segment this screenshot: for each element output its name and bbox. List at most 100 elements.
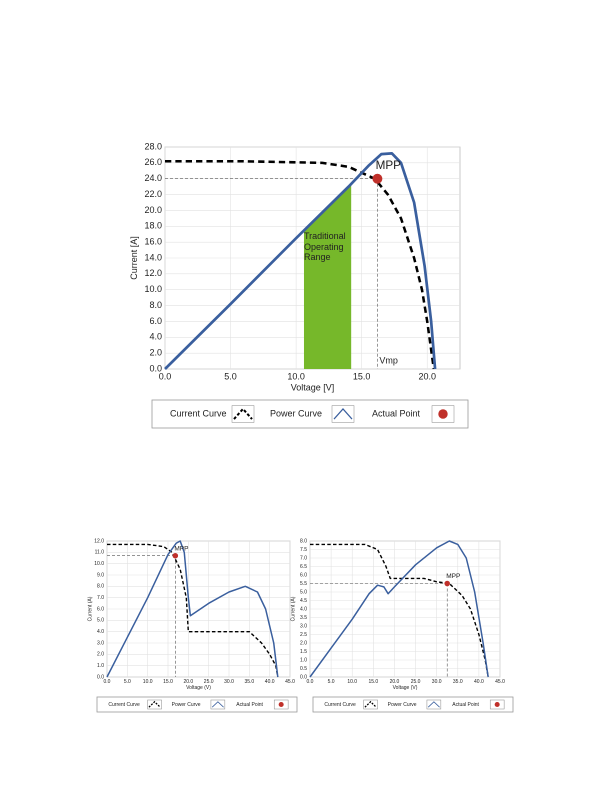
y-tick-label: 0.0 — [97, 674, 104, 680]
y-tick-label: 9.0 — [97, 572, 104, 578]
mpp-label: MPP — [174, 545, 188, 552]
legend-icon-box — [231, 405, 255, 423]
current-curve — [310, 543, 489, 678]
legend-marker — [278, 701, 284, 708]
legend-icon-box — [147, 699, 162, 710]
x-tick-label: 35.0 — [453, 679, 463, 685]
y-tick-label: 18.0 — [144, 221, 162, 231]
legend-label: Power Curve — [270, 408, 322, 418]
range-label-box: Traditional Operating Range — [304, 231, 346, 262]
y-tick-label: 6.0 — [300, 572, 307, 578]
y-tick-label: 24.0 — [144, 173, 162, 183]
legend-icon-box — [363, 699, 378, 710]
y-tick-label: 1.5 — [300, 649, 307, 655]
y-tick-label: 5.0 — [300, 589, 307, 595]
actual-point — [372, 173, 383, 184]
y-tick-label: 8.0 — [97, 584, 104, 590]
power-curve — [106, 540, 279, 678]
y-tick-label: 26.0 — [144, 157, 162, 167]
legend-label: Power Curve — [172, 702, 201, 708]
x-tick-label: 15.0 — [368, 679, 378, 685]
y-tick-label: 4.0 — [300, 606, 307, 612]
power-curve — [309, 540, 489, 678]
x-tick-label: 10.0 — [143, 679, 153, 685]
legend-label: Actual Point — [452, 702, 479, 708]
mpp-label: MPP — [446, 573, 460, 580]
power-curve — [164, 151, 437, 370]
y-tick-label: 12.0 — [144, 268, 162, 278]
y-tick-label: 12.0 — [94, 538, 104, 544]
y-tick-label: 1.0 — [300, 657, 307, 663]
legend-label: Current Curve — [170, 408, 227, 418]
y-axis-label: Current (A) — [87, 596, 93, 621]
x-tick-label: 45.0 — [285, 679, 295, 685]
legend-label: Actual Point — [236, 702, 263, 708]
legend-line — [148, 700, 161, 708]
legend-label: Actual Point — [372, 408, 421, 418]
legend-icon-box — [426, 699, 442, 710]
y-tick-label: 10.0 — [94, 561, 104, 567]
y-tick-label: 8.0 — [300, 538, 307, 544]
y-tick-label: 4.5 — [300, 598, 307, 604]
y-tick-label: 2.5 — [300, 632, 307, 638]
mpp-label: MPP — [376, 159, 402, 172]
y-axis-label: Current [A] — [129, 236, 139, 280]
y-tick-label: 5.0 — [97, 618, 104, 624]
x-tick-label: 10.0 — [287, 371, 305, 381]
y-tick-label: 22.0 — [144, 189, 162, 199]
y-tick-label: 6.5 — [300, 564, 307, 570]
legend-marker — [494, 701, 500, 708]
y-tick-label: 6.0 — [97, 606, 104, 612]
y-tick-label: 5.5 — [300, 581, 307, 587]
x-tick-label: 40.0 — [265, 679, 275, 685]
x-tick-label: 45.0 — [495, 679, 505, 685]
legend-line — [364, 700, 377, 708]
legend-line — [427, 701, 440, 708]
legend-label: Power Curve — [388, 702, 417, 708]
y-tick-label: 2.0 — [97, 652, 104, 658]
current-curve — [165, 160, 436, 370]
y-axis-label: Current (A) — [290, 596, 296, 621]
x-tick-label: 20.0 — [390, 679, 400, 685]
x-tick-label: 10.0 — [347, 679, 357, 685]
vmp-label: Vmp — [379, 355, 398, 365]
x-tick-label: 20.0 — [183, 679, 193, 685]
x-axis-label: Voltage [V] — [291, 382, 335, 392]
y-tick-label: 3.0 — [300, 623, 307, 629]
y-tick-label: 0.0 — [300, 674, 307, 680]
legend-box — [151, 399, 469, 429]
x-tick-label: 25.0 — [411, 679, 421, 685]
y-tick-label: 20.0 — [144, 205, 162, 215]
y-tick-label: 2.0 — [149, 348, 162, 358]
y-tick-label: 2.0 — [300, 640, 307, 646]
legend-box — [96, 696, 298, 713]
y-tick-label: 6.0 — [149, 316, 162, 326]
x-tick-label: 5.0 — [328, 679, 335, 685]
y-tick-label: 1.0 — [97, 663, 104, 669]
x-tick-label: 15.0 — [353, 371, 371, 381]
y-tick-label: 11.0 — [95, 550, 105, 556]
y-tick-label: 16.0 — [144, 237, 162, 247]
legend-line — [333, 408, 353, 420]
y-tick-label: 7.0 — [97, 595, 104, 601]
x-tick-label: 30.0 — [432, 679, 442, 685]
x-tick-label: 0.0 — [104, 679, 111, 685]
y-tick-label: 7.0 — [300, 555, 307, 561]
legend-label: Current Curve — [324, 702, 356, 708]
x-tick-label: 30.0 — [224, 679, 234, 685]
x-tick-label: 0.0 — [307, 679, 314, 685]
x-axis-label: Voltage (V) — [393, 685, 418, 691]
y-tick-label: 0.5 — [300, 666, 307, 672]
actual-point — [172, 552, 179, 559]
y-tick-label: 0.0 — [149, 363, 162, 373]
y-tick-label: 10.0 — [144, 284, 162, 294]
legend-label: Current Curve — [108, 702, 140, 708]
x-tick-label: 15.0 — [163, 679, 173, 685]
y-tick-label: 4.0 — [97, 629, 104, 635]
x-tick-label: 5.0 — [124, 679, 131, 685]
y-tick-label: 4.0 — [149, 332, 162, 342]
actual-point — [444, 580, 450, 587]
x-tick-label: 35.0 — [244, 679, 254, 685]
x-tick-label: 20.0 — [418, 371, 436, 381]
